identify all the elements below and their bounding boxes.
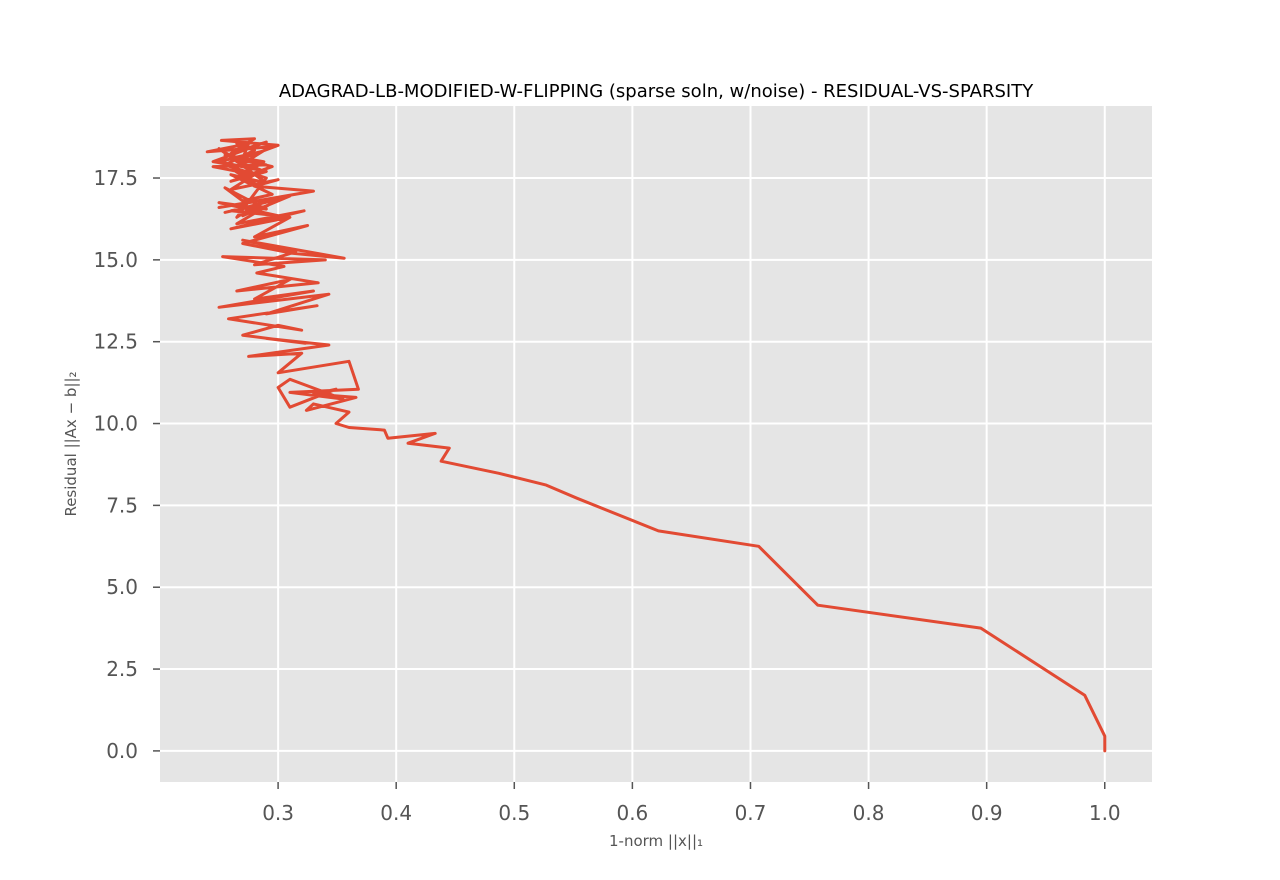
y-tick-label: 2.5 [106, 657, 138, 681]
y-tick-label: 10.0 [93, 412, 138, 436]
x-axis-ticks: 0.3 0.4 0.5 0.6 0.7 0.8 0.9 1.0 [262, 782, 1121, 825]
x-tick-label: 1.0 [1089, 801, 1121, 825]
x-tick-label: 0.4 [380, 801, 412, 825]
y-tick-label: 12.5 [93, 330, 138, 354]
x-tick-label: 0.3 [262, 801, 294, 825]
x-tick-label: 0.6 [616, 801, 648, 825]
series [205, 137, 1107, 753]
series-line [205, 137, 1107, 753]
grid [160, 106, 1152, 782]
y-axis-label: Residual ||Ax − b||₂ [62, 371, 80, 516]
y-tick-label: 17.5 [93, 166, 138, 190]
y-tick-label: 5.0 [106, 575, 138, 599]
x-tick-label: 0.5 [498, 801, 530, 825]
y-tick-label: 7.5 [106, 493, 138, 517]
plot-area [160, 106, 1152, 782]
y-tick-label: 0.0 [106, 739, 138, 763]
x-tick-label: 0.8 [853, 801, 885, 825]
chart-title: ADAGRAD-LB-MODIFIED-W-FLIPPING (sparse s… [279, 81, 1034, 102]
y-tick-label: 15.0 [93, 248, 138, 272]
x-tick-label: 0.9 [971, 801, 1003, 825]
x-tick-label: 0.7 [735, 801, 767, 825]
x-axis-label: 1-norm ||x||₁ [609, 832, 703, 850]
y-axis-ticks: 0.0 2.5 5.0 7.5 10.0 12.5 15.0 17.5 [93, 166, 160, 763]
